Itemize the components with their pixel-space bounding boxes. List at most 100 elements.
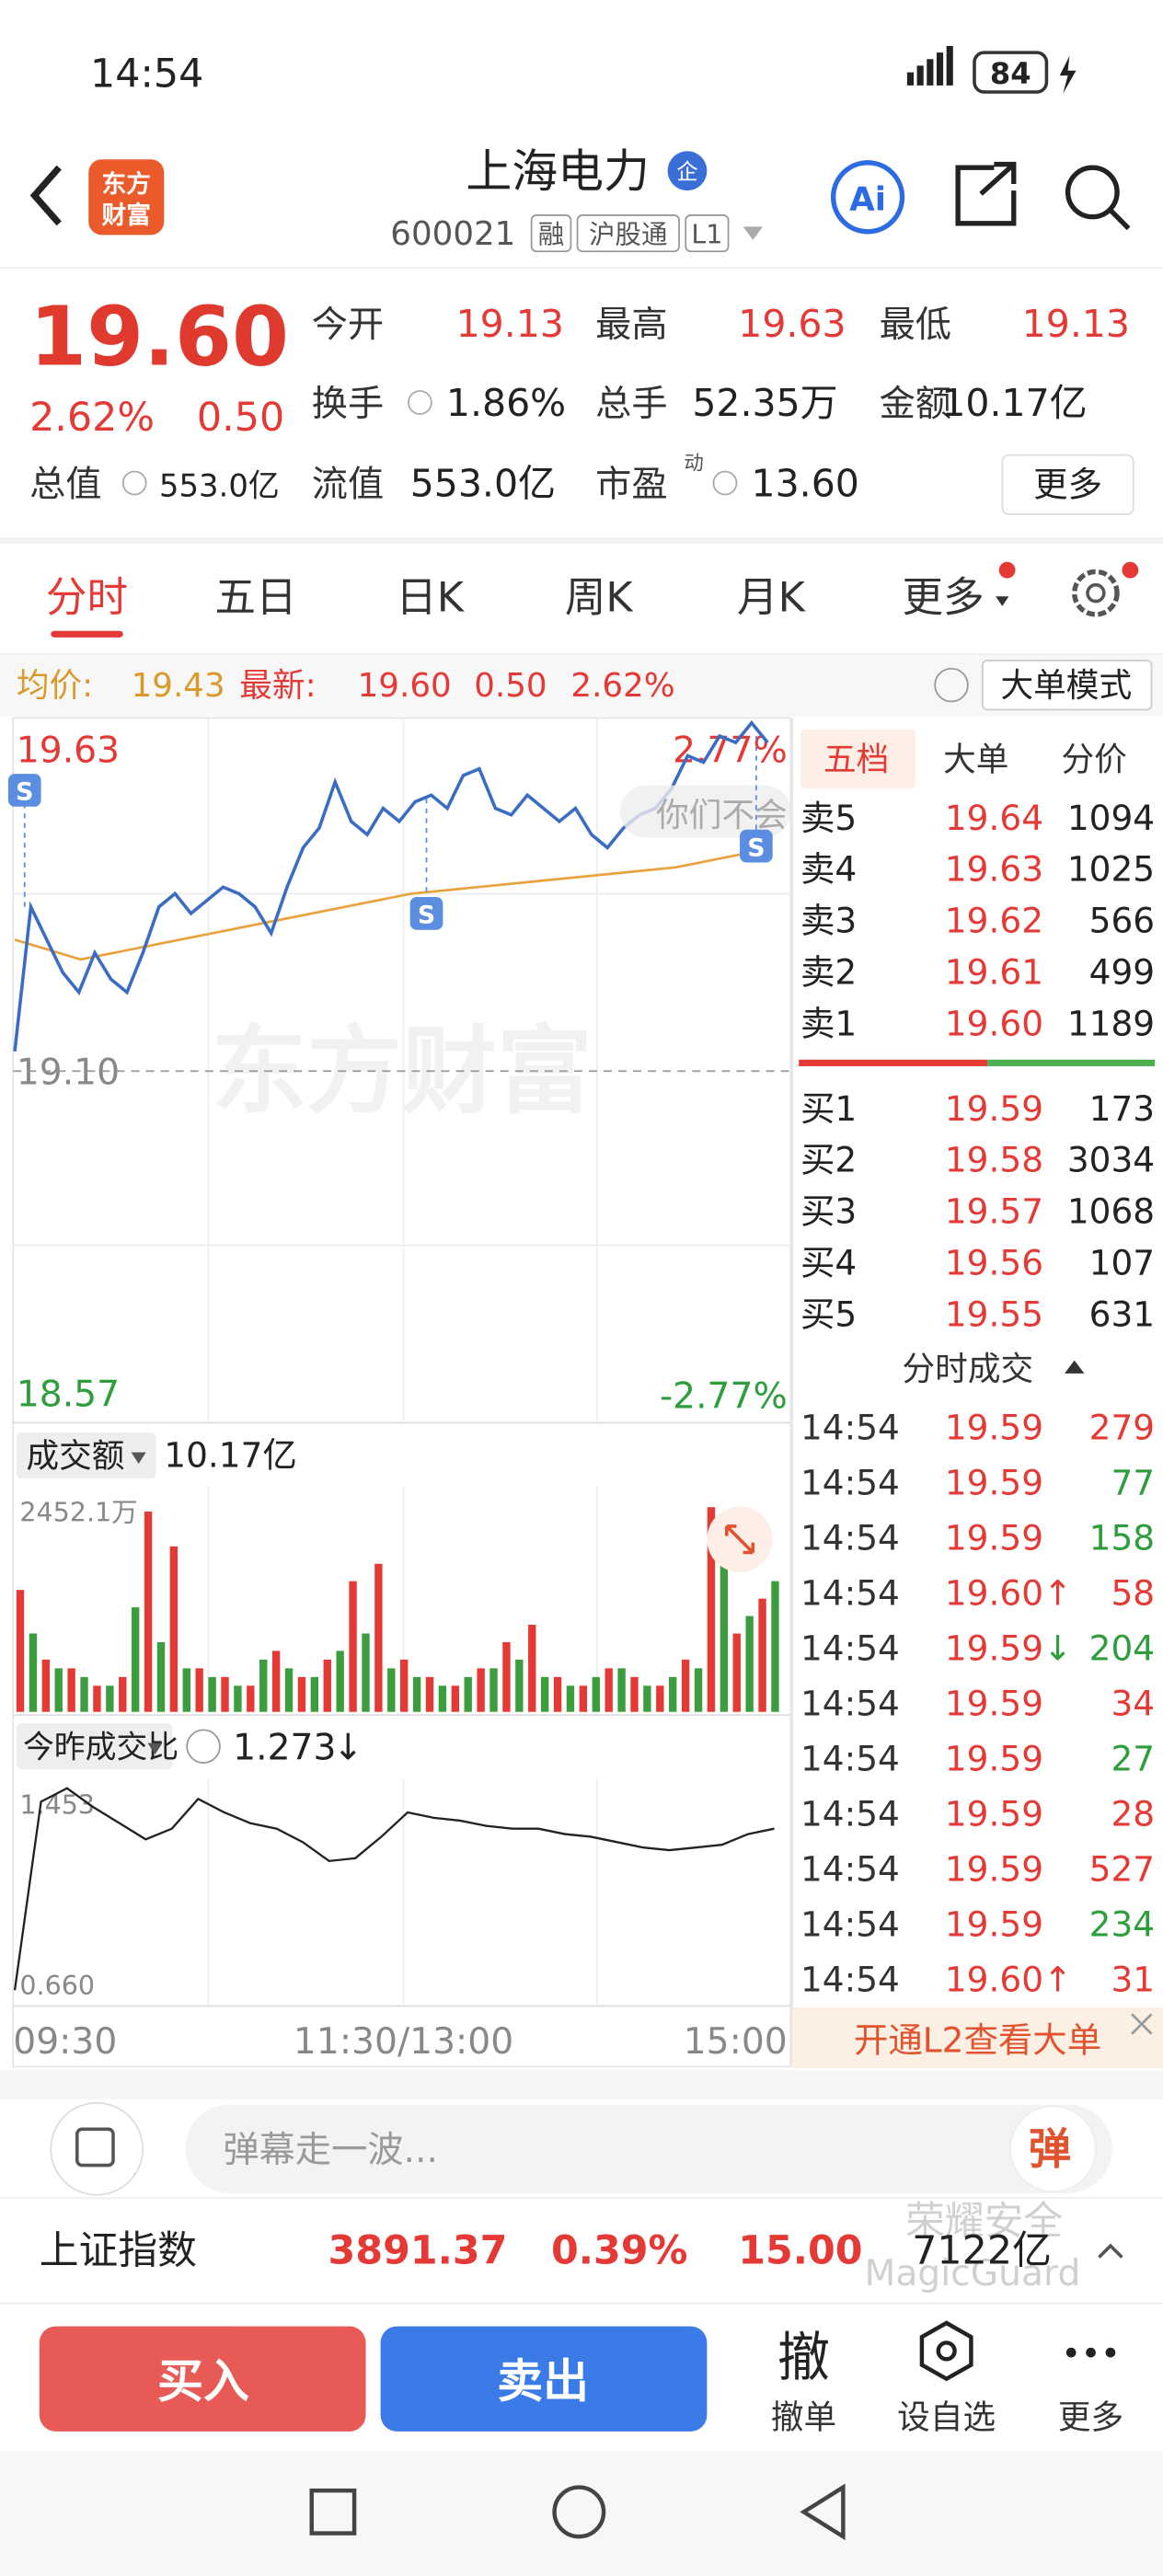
more-dot bbox=[1086, 2347, 1096, 2358]
ask-label: 卖5 bbox=[800, 798, 857, 838]
volume-bar bbox=[681, 1659, 690, 1712]
stat-label: 换手 bbox=[312, 384, 384, 425]
nav-recent[interactable] bbox=[309, 2488, 357, 2536]
settings-button[interactable] bbox=[1072, 569, 1120, 617]
volume-bar bbox=[707, 1507, 716, 1712]
volume-bar bbox=[579, 1685, 588, 1712]
signal-icon bbox=[906, 46, 953, 86]
share-button[interactable] bbox=[955, 161, 1017, 226]
volume-bar bbox=[29, 1633, 38, 1712]
trade-price-value: 19.59 bbox=[945, 1848, 1043, 1889]
nav-back[interactable] bbox=[800, 2483, 846, 2541]
tab[interactable]: 月K bbox=[737, 573, 807, 621]
average-line bbox=[14, 853, 743, 961]
stat-value: 19.63 bbox=[738, 302, 846, 346]
book-tab[interactable]: 五档 bbox=[823, 741, 889, 778]
trade-price: 19.59 bbox=[945, 1407, 1043, 1447]
volume-bar bbox=[553, 1676, 562, 1712]
trade-volume: 34 bbox=[1111, 1683, 1155, 1723]
label-box[interactable] bbox=[16, 1723, 173, 1770]
stat-label: 最低 bbox=[880, 305, 951, 346]
search-button[interactable] bbox=[1065, 165, 1120, 220]
volume-bar bbox=[669, 1676, 677, 1712]
mode-button[interactable] bbox=[982, 659, 1153, 711]
trade-price-value: 19.59 bbox=[945, 1517, 1043, 1558]
ratio-arrow: ↓ bbox=[333, 1727, 363, 1768]
tab-active[interactable] bbox=[800, 729, 915, 789]
more-dot bbox=[1105, 2347, 1116, 2358]
l2-banner-text[interactable]: 开通L2查看大单 bbox=[854, 2019, 1101, 2060]
back-button[interactable] bbox=[29, 165, 62, 226]
buy-button[interactable] bbox=[39, 2326, 366, 2432]
trade-volume: 77 bbox=[1111, 1462, 1155, 1502]
volume-bar bbox=[271, 1650, 281, 1712]
sell-button-text[interactable]: 卖出 bbox=[497, 2354, 589, 2408]
tab[interactable]: 更多 bbox=[903, 573, 985, 621]
tab[interactable]: 周K bbox=[565, 573, 635, 621]
bubble-text: 你们不会 bbox=[656, 797, 788, 834]
stat-value: 10.17亿 bbox=[941, 381, 1087, 425]
stat-label: 总值 bbox=[29, 464, 101, 505]
more-button[interactable] bbox=[1001, 454, 1134, 515]
trade-volume: 31 bbox=[1111, 1959, 1155, 1999]
more-button-text[interactable]: 更多 bbox=[1033, 464, 1102, 504]
volume-bar bbox=[771, 1581, 779, 1712]
ask-label: 卖2 bbox=[800, 951, 857, 992]
l2-banner[interactable] bbox=[792, 2007, 1163, 2069]
trade-time: 14:54 bbox=[800, 1959, 900, 1999]
watermark: 荣耀安全 bbox=[905, 2199, 1063, 2245]
stat-value: 19.13 bbox=[456, 302, 564, 346]
battery bbox=[973, 51, 1049, 94]
ai-button[interactable] bbox=[830, 160, 905, 235]
expand-icon bbox=[724, 1524, 755, 1555]
volume-bar bbox=[323, 1659, 331, 1712]
y-tick-label: 0.660 bbox=[19, 1971, 95, 2001]
tab-underline bbox=[51, 630, 123, 638]
volume-bar bbox=[362, 1633, 370, 1712]
stat-value: 1.86% bbox=[446, 381, 566, 425]
ask-label: 卖4 bbox=[800, 849, 857, 890]
watchlist-text[interactable]: 设自选 bbox=[897, 2398, 996, 2436]
watchlist-icon[interactable] bbox=[919, 2320, 973, 2382]
danmaku-button-text[interactable]: 弹 bbox=[1029, 2124, 1071, 2174]
volume-bar bbox=[247, 1685, 255, 1712]
tab[interactable]: 日K bbox=[396, 573, 466, 621]
trade-price: 19.59 bbox=[945, 1462, 1043, 1502]
help-icon bbox=[186, 1729, 221, 1764]
book-tab[interactable]: 分价 bbox=[1061, 741, 1126, 778]
dot bbox=[1122, 561, 1139, 579]
trade-volume: 58 bbox=[1111, 1572, 1155, 1613]
tab[interactable]: 分时 bbox=[46, 573, 128, 621]
cancel-text[interactable]: 撤单 bbox=[771, 2398, 836, 2436]
book-tab[interactable]: 大单 bbox=[943, 741, 1008, 778]
danmaku-button[interactable] bbox=[1009, 2105, 1097, 2193]
volume-bar bbox=[349, 1581, 357, 1712]
label-box[interactable] bbox=[16, 1432, 156, 1479]
volume-bar bbox=[67, 1668, 75, 1712]
mode-button-text[interactable]: 大单模式 bbox=[1001, 667, 1133, 705]
index-value: 3891.37 bbox=[328, 2228, 508, 2274]
more-text[interactable]: 更多 bbox=[1058, 2398, 1123, 2436]
ask-volume: 1094 bbox=[1067, 798, 1155, 838]
signal-marker bbox=[7, 774, 41, 807]
bid-volume: 107 bbox=[1089, 1243, 1155, 1283]
info-icon bbox=[121, 470, 147, 496]
ask-price: 19.63 bbox=[945, 849, 1043, 890]
comment-input[interactable] bbox=[185, 2104, 1112, 2193]
nav-home[interactable] bbox=[552, 2485, 606, 2539]
sell-button[interactable] bbox=[380, 2326, 708, 2432]
comment-settings[interactable] bbox=[50, 2101, 144, 2196]
logo bbox=[88, 159, 165, 236]
avg-label: 均价: bbox=[17, 667, 93, 705]
trade-time: 14:54 bbox=[800, 1738, 900, 1778]
signal-marker-text: S bbox=[418, 902, 435, 930]
volume-bar bbox=[297, 1676, 306, 1712]
buy-button-text[interactable]: 买入 bbox=[157, 2354, 249, 2408]
tag-box bbox=[576, 214, 680, 253]
tab[interactable]: 五日 bbox=[215, 573, 297, 621]
index-name: 上证指数 bbox=[40, 2228, 197, 2274]
volume-bar bbox=[119, 1676, 127, 1712]
volume-label: 成交额 bbox=[27, 1438, 125, 1476]
cancel-icon[interactable]: 撤 bbox=[777, 2328, 830, 2388]
